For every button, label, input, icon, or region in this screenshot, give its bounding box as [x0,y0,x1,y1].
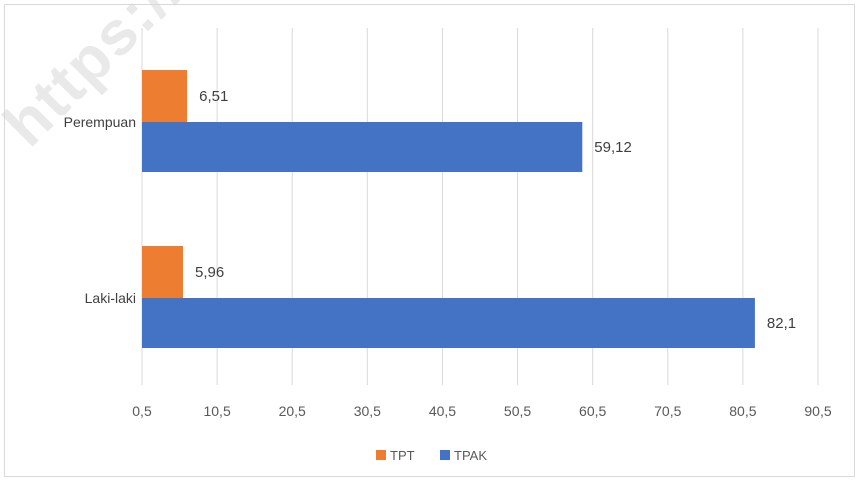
data-label: 5,96 [195,264,224,281]
y-axis-categories: Perempuan Laki-laki [64,114,136,306]
legend-swatch-tpak [440,450,450,460]
data-labels: 6,51 59,12 5,96 82,1 [195,88,796,332]
x-tick-label: 20,5 [279,403,306,419]
bars [142,70,755,348]
bar-tpt-laki-laki [142,246,184,298]
legend-label-tpak: TPAK [454,448,487,463]
x-tick-label: 50,5 [504,403,531,419]
x-tick-label: 90,5 [804,403,831,419]
x-tick-label: 80,5 [729,403,756,419]
category-label: Perempuan [64,114,136,130]
bar-tpt-perempuan [142,70,188,122]
bar-tpak-perempuan [142,122,583,172]
legend-swatch-tpt [376,450,386,460]
category-label: Laki-laki [85,290,136,306]
bar-tpak-laki-laki [142,298,755,348]
x-tick-label: 0,5 [132,403,152,419]
x-axis-ticks: 0,5 10,5 20,5 30,5 40,5 50,5 60,5 70,5 80,5 90,5 [132,403,832,419]
x-tick-label: 60,5 [579,403,606,419]
x-tick-label: 40,5 [429,403,456,419]
data-label: 6,51 [199,88,228,105]
data-label: 82,1 [767,315,796,332]
x-tick-label: 10,5 [203,403,230,419]
x-tick-label: 70,5 [654,403,681,419]
legend-label-tpt: TPT [390,448,415,463]
x-tick-label: 30,5 [354,403,381,419]
data-label: 59,12 [594,139,632,156]
legend: TPT TPAK [376,448,487,463]
